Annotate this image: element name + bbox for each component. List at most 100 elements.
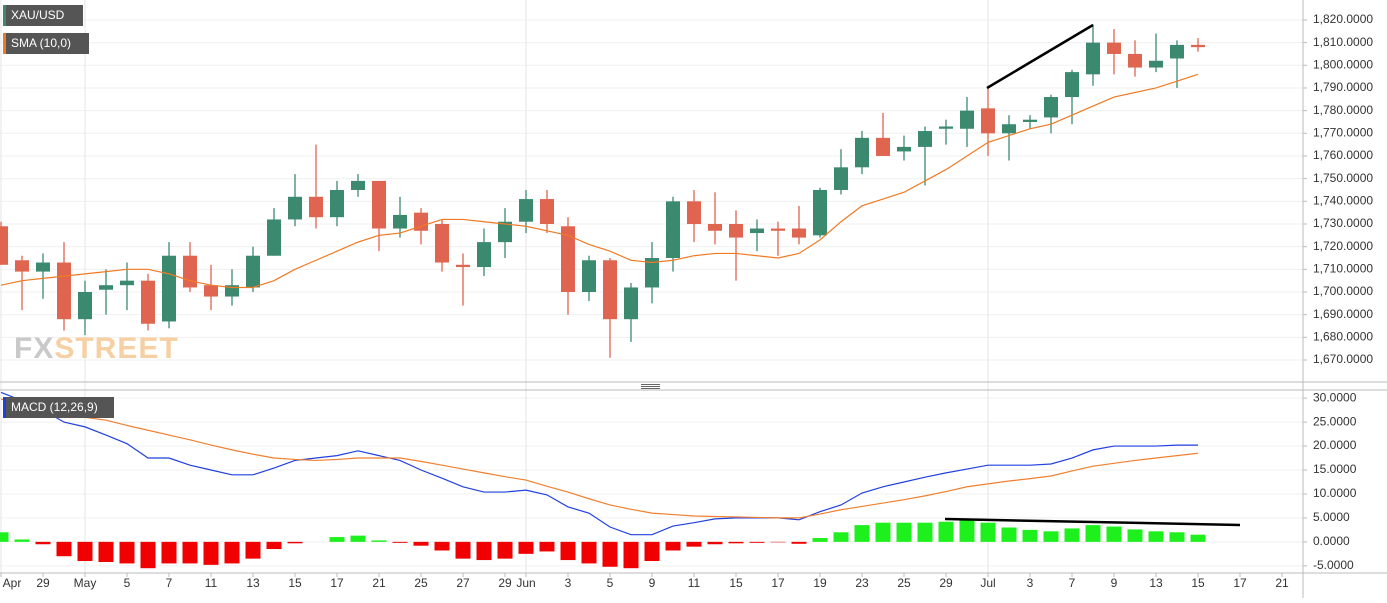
candle-body bbox=[624, 287, 638, 319]
histogram-bar bbox=[750, 542, 765, 543]
x-tick-label: 15 bbox=[1191, 576, 1205, 590]
histogram-bar bbox=[729, 542, 744, 543]
candle-body bbox=[540, 199, 554, 224]
histogram-bar bbox=[330, 537, 345, 542]
x-tick-label: 15 bbox=[288, 576, 302, 590]
x-tick-label: 29 bbox=[939, 576, 953, 590]
candle-body bbox=[750, 229, 764, 234]
x-tick-label: Apr bbox=[3, 576, 22, 590]
histogram-bar bbox=[351, 536, 366, 542]
histogram-bar bbox=[477, 542, 492, 560]
histogram-bar bbox=[78, 542, 93, 561]
y-tick-label: 1,700.0000 bbox=[1313, 284, 1373, 298]
x-tick-label: 7 bbox=[1069, 576, 1076, 590]
histogram-bar bbox=[414, 542, 429, 546]
candle-body bbox=[267, 219, 281, 255]
candle-body bbox=[729, 224, 743, 238]
candle-body bbox=[708, 224, 722, 231]
histogram-bar bbox=[582, 542, 597, 564]
histogram-bar bbox=[225, 542, 240, 564]
candle-body bbox=[666, 201, 680, 258]
y-tick-label: 0.0000 bbox=[1313, 534, 1350, 548]
x-tick-label: 17 bbox=[330, 576, 344, 590]
histogram-bar bbox=[372, 540, 387, 541]
histogram-bar bbox=[498, 542, 513, 559]
candle-body bbox=[330, 190, 344, 217]
x-tick-label: 19 bbox=[813, 576, 827, 590]
candle-body bbox=[1191, 45, 1205, 47]
x-tick-label: 27 bbox=[456, 576, 470, 590]
histogram-bar bbox=[939, 522, 954, 542]
histogram-bar bbox=[1170, 532, 1185, 542]
watermark: FXSTREET bbox=[14, 332, 179, 365]
x-tick-label: 25 bbox=[414, 576, 428, 590]
candle-body bbox=[687, 201, 701, 224]
x-tick-label: 5 bbox=[607, 576, 614, 590]
candle-body bbox=[603, 260, 617, 319]
candle-body bbox=[771, 229, 785, 231]
histogram-bar bbox=[834, 532, 849, 542]
candle-body bbox=[834, 167, 848, 190]
candle-body bbox=[120, 281, 134, 286]
candle-body bbox=[1107, 43, 1121, 54]
x-tick-label: 21 bbox=[372, 576, 386, 590]
legend-label: SMA (10,0) bbox=[11, 36, 71, 50]
histogram-bar bbox=[666, 542, 681, 551]
histogram-bar bbox=[792, 542, 807, 544]
histogram-bar bbox=[435, 542, 450, 551]
x-tick-label: 17 bbox=[771, 576, 785, 590]
histogram-bar bbox=[561, 542, 576, 560]
histogram-bar bbox=[897, 523, 912, 542]
x-tick-label: 23 bbox=[855, 576, 869, 590]
x-tick-label: 9 bbox=[649, 576, 656, 590]
histogram-bar bbox=[687, 542, 702, 547]
candle-body bbox=[960, 111, 974, 129]
x-tick-label: May bbox=[74, 576, 97, 590]
candle-body bbox=[141, 281, 155, 324]
candle-body bbox=[855, 138, 869, 167]
x-tick-label: 17 bbox=[1233, 576, 1247, 590]
legend-swatch bbox=[3, 33, 6, 54]
histogram-bar bbox=[624, 542, 639, 568]
resize-handle[interactable] bbox=[641, 385, 660, 389]
y-tick-label: 30.0000 bbox=[1313, 390, 1357, 404]
y-tick-label: 1,750.0000 bbox=[1313, 171, 1373, 185]
x-tick-label: Jun bbox=[516, 576, 535, 590]
candle-body bbox=[36, 263, 50, 272]
price-plot bbox=[0, 24, 1205, 357]
x-tick-label: 3 bbox=[1027, 576, 1034, 590]
histogram-bar bbox=[1128, 529, 1143, 541]
histogram-bar bbox=[1086, 525, 1101, 542]
x-tick-label: 7 bbox=[166, 576, 173, 590]
candle-body bbox=[15, 260, 29, 271]
candle-body bbox=[792, 229, 806, 238]
histogram-bar bbox=[246, 542, 261, 559]
legend-swatch bbox=[3, 5, 6, 26]
histogram-bar bbox=[99, 542, 114, 562]
histogram-bar bbox=[540, 542, 555, 552]
x-tick-label: 21 bbox=[1275, 576, 1289, 590]
x-tick-label: 15 bbox=[729, 576, 743, 590]
x-tick-label: 3 bbox=[565, 576, 572, 590]
legend-label: MACD (12,26,9) bbox=[11, 400, 98, 414]
candle-body bbox=[1002, 124, 1016, 133]
histogram-bar bbox=[708, 542, 723, 544]
histogram-bar bbox=[1044, 531, 1059, 542]
y-tick-label: 1,740.0000 bbox=[1313, 193, 1373, 207]
candle-body bbox=[99, 285, 113, 290]
candle-body bbox=[1086, 43, 1100, 75]
y-tick-label: 1,690.0000 bbox=[1313, 307, 1373, 321]
candle-body bbox=[561, 226, 575, 292]
histogram-bar bbox=[813, 538, 828, 542]
histogram-bar bbox=[1191, 535, 1206, 542]
histogram-bar bbox=[603, 542, 618, 567]
histogram-bar bbox=[519, 542, 534, 554]
candle-body bbox=[477, 242, 491, 267]
candle-body bbox=[78, 292, 92, 319]
histogram-bar bbox=[57, 542, 72, 556]
candle-body bbox=[939, 127, 953, 129]
y-tick-label: 1,790.0000 bbox=[1313, 80, 1373, 94]
legend-swatch bbox=[3, 397, 6, 418]
histogram-bar bbox=[141, 542, 156, 568]
